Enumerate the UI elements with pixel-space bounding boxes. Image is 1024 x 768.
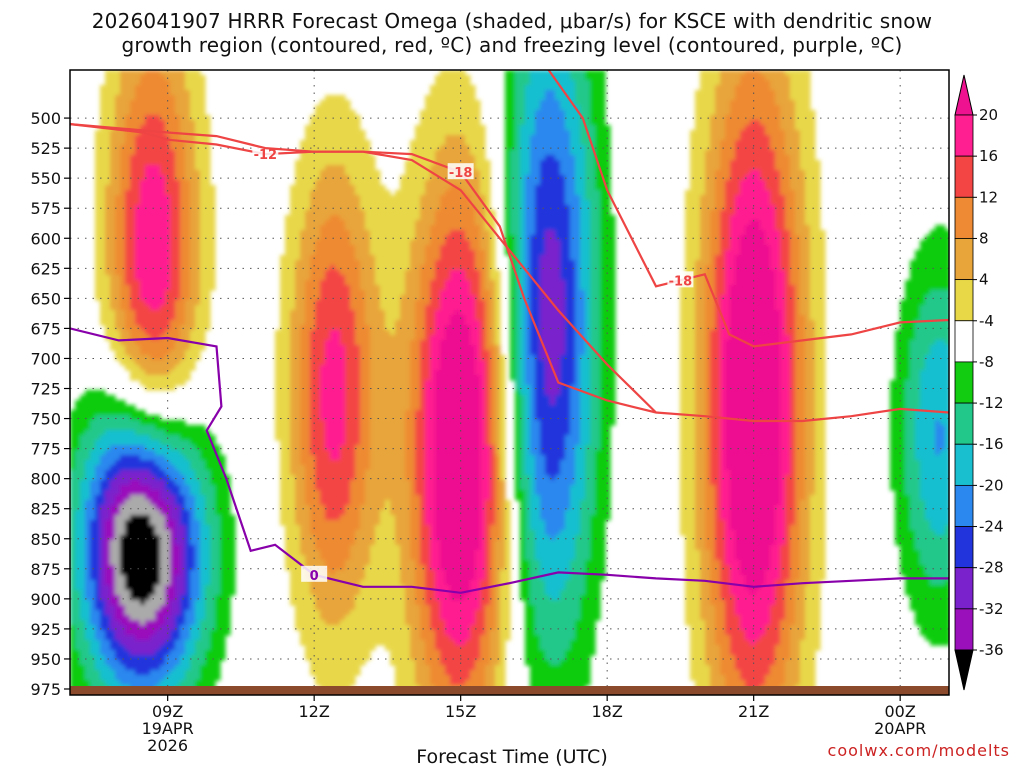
- plot-frame: [69, 69, 950, 696]
- x-tick-label: 12Z: [299, 702, 330, 721]
- y-tick-label: 775: [30, 440, 61, 459]
- x-axis-title: Forecast Time (UTC): [416, 746, 608, 768]
- y-tick-label: 800: [30, 470, 61, 489]
- colorbar-segment: [954, 279, 974, 322]
- contour-label-bg: [667, 271, 694, 288]
- contour-label: -12: [254, 148, 278, 163]
- omega-field: [70, 70, 949, 695]
- colorbar-bottom-arrow: [954, 649, 974, 691]
- pressure-axis: 500 525 550 575 600 625 650 675 700 725 750 775 800 8…: [30, 109, 70, 699]
- y-tick-label: 600: [30, 229, 61, 248]
- colorbar-segment: [954, 526, 974, 569]
- contour-label: 0: [310, 569, 319, 584]
- credit-text: coolwx.com/modelts: [827, 741, 1010, 760]
- chart-title-line-1: 2026041907 HRRR Forecast Omega (shaded, …: [91, 9, 933, 33]
- y-tick-label: 500: [30, 109, 61, 128]
- colorbar-segment: [954, 320, 974, 363]
- y-tick-label: 925: [30, 620, 61, 639]
- colorbar-label: 4: [979, 271, 989, 289]
- contour-label-bg: [447, 163, 474, 180]
- colorbar-label: -24: [979, 518, 1004, 536]
- colorbar-label: 16: [979, 147, 998, 165]
- y-tick-label: 625: [30, 259, 61, 278]
- y-tick-label: 900: [30, 590, 61, 609]
- x-tick-label: 09Z: [152, 702, 183, 721]
- colorbar-label: 20: [979, 106, 998, 124]
- colorbar-label: -12: [979, 394, 1004, 412]
- contour-label-bg: [301, 565, 328, 582]
- x-tick-label: 2026: [147, 736, 188, 755]
- colorbar-label: 12: [979, 188, 998, 206]
- colorbar-label: -32: [979, 600, 1004, 618]
- contour-label: -18: [669, 274, 693, 289]
- colorbar-segment: [954, 196, 974, 239]
- colorbar-segment: [954, 443, 974, 486]
- dgz-contour-line: [70, 123, 949, 423]
- colorbar-label: -16: [979, 435, 1004, 453]
- contour-label: -18: [449, 166, 473, 181]
- colorbar-top-arrow: [954, 74, 974, 116]
- colorbar-segment: [954, 238, 974, 281]
- colorbar-label: -36: [979, 641, 1004, 659]
- dgz-contour-line: [547, 70, 949, 348]
- y-tick-label: 825: [30, 500, 61, 519]
- x-tick-label: 19APR: [142, 719, 194, 738]
- colorbar-segment: [954, 567, 974, 610]
- colorbar-label: -8: [979, 353, 994, 371]
- y-tick-label: 650: [30, 289, 61, 308]
- y-tick-label: 675: [30, 319, 61, 338]
- y-tick-label: 850: [30, 530, 61, 549]
- y-tick-label: 975: [30, 680, 61, 699]
- colorbar-label: -4: [979, 312, 994, 330]
- temperature-contours: -12 -18 -18 0: [70, 70, 949, 594]
- colorbar-label: 8: [979, 229, 989, 247]
- y-tick-label: 575: [30, 199, 61, 218]
- y-tick-label: 550: [30, 169, 61, 188]
- y-tick-label: 875: [30, 560, 61, 579]
- x-tick-label: 20APR: [874, 719, 926, 738]
- colorbar-segment: [954, 484, 974, 527]
- chart-title-line-2: growth region (contoured, red, ºC) and f…: [121, 33, 903, 57]
- x-tick-label: 18Z: [592, 702, 623, 721]
- x-tick-label: 00Z: [885, 702, 916, 721]
- y-tick-label: 700: [30, 349, 61, 368]
- x-tick-label: 21Z: [738, 702, 769, 721]
- y-tick-label: 525: [30, 139, 61, 158]
- colorbar-segment: [954, 361, 974, 404]
- ground-strip: [70, 686, 949, 695]
- x-tick-label: 15Z: [445, 702, 476, 721]
- y-tick-label: 725: [30, 380, 61, 399]
- colorbar-segment: [954, 608, 974, 651]
- colorbar-segment: [954, 114, 974, 157]
- colorbar-segment: [954, 155, 974, 198]
- y-tick-label: 950: [30, 650, 61, 669]
- freezing-level-line: [70, 327, 949, 594]
- colorbar: 20 16 12 8 4 -4 -8 -12 -16 -20 -24 -28 -32 -36: [954, 74, 1004, 691]
- colorbar-label: -20: [979, 476, 1004, 494]
- colorbar-segment: [954, 402, 974, 445]
- y-tick-label: 750: [30, 410, 61, 429]
- colorbar-label: -28: [979, 559, 1004, 577]
